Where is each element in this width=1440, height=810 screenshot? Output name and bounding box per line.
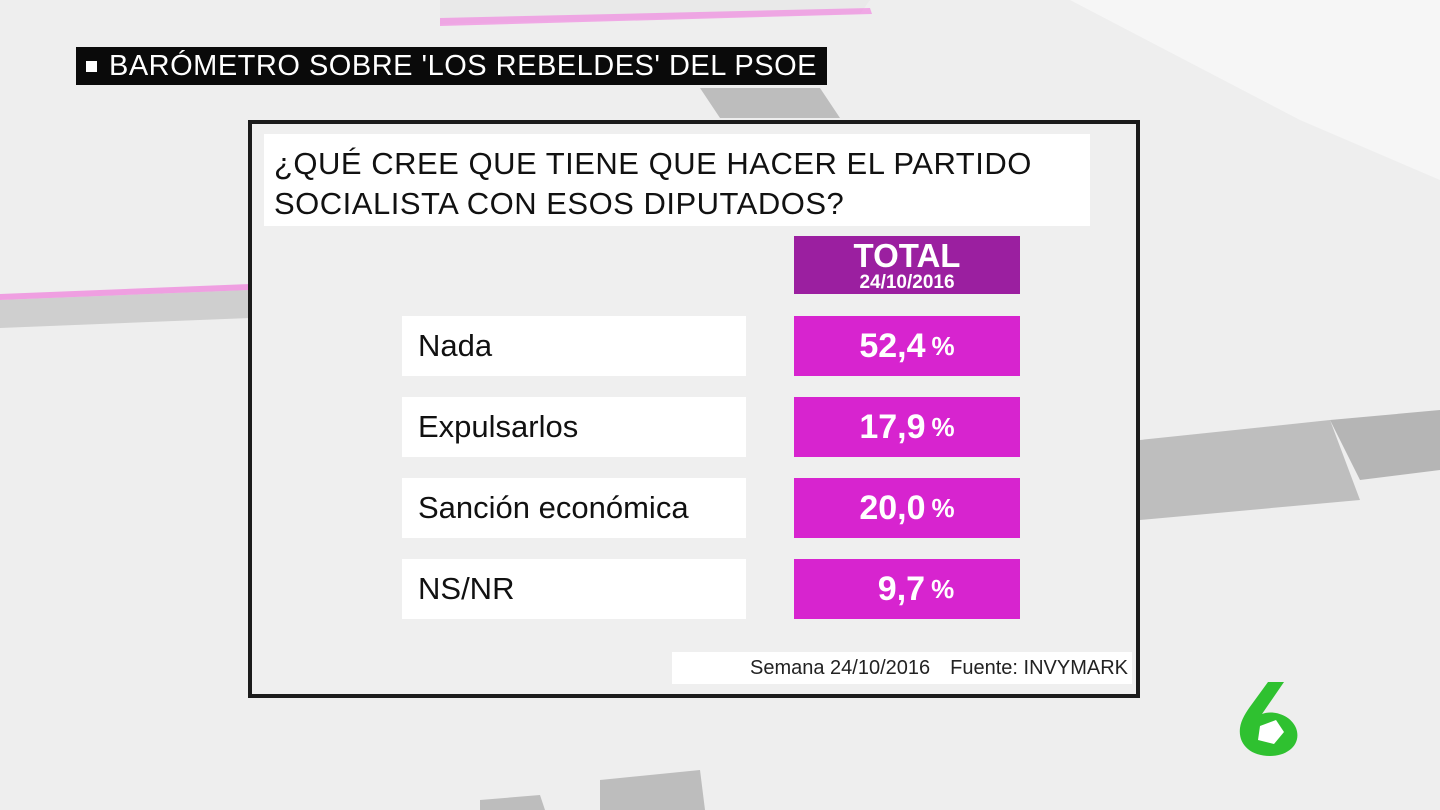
row-value-3: 9,7 %: [794, 559, 1020, 619]
row-value-0: 52,4 %: [794, 316, 1020, 376]
value-number-1: 17,9: [859, 407, 926, 446]
headline-text: BARÓMETRO SOBRE 'LOS REBELDES' DEL PSOE: [109, 49, 817, 82]
value-number-2: 20,0: [859, 488, 926, 527]
value-unit-3: %: [931, 573, 955, 604]
footer-week: Semana 24/10/2016: [750, 656, 931, 679]
headline-bar: BARÓMETRO SOBRE 'LOS REBELDES' DEL PSOE: [76, 47, 827, 85]
value-unit-1: %: [931, 411, 955, 442]
question-line-2: SOCIALISTA CON ESOS DIPUTADOS?: [274, 186, 845, 221]
value-unit-2: %: [931, 492, 955, 523]
source-footer: Semana 24/10/2016 Fuente: INVYMARK: [672, 652, 1132, 684]
value-number-3: 9,7: [877, 569, 926, 608]
value-unit-0: %: [931, 330, 955, 361]
total-header-date: 24/10/2016: [859, 272, 955, 293]
row-label-1: Expulsarlos: [402, 397, 746, 457]
row-label-2: Sanción económica: [402, 478, 746, 538]
lasexta-logo-icon: [1239, 682, 1298, 756]
survey-panel: ¿QUÉ CREE QUE TIENE QUE HACER EL PARTIDO…: [248, 120, 1140, 698]
footer-source: Fuente: INVYMARK: [950, 656, 1128, 679]
question-box: ¿QUÉ CREE QUE TIENE QUE HACER EL PARTIDO…: [264, 134, 1090, 226]
total-column-header: TOTAL 24/10/2016: [794, 236, 1020, 294]
headline-bullet-icon: [86, 60, 97, 72]
row-value-1: 17,9 %: [794, 397, 1020, 457]
row-value-2: 20,0 %: [794, 478, 1020, 538]
total-header-label: TOTAL: [853, 237, 961, 274]
question-line-1: ¿QUÉ CREE QUE TIENE QUE HACER EL PARTIDO: [274, 146, 1032, 181]
row-label-3: NS/NR: [402, 559, 746, 619]
row-label-0: Nada: [402, 316, 746, 376]
value-number-0: 52,4: [859, 326, 926, 365]
